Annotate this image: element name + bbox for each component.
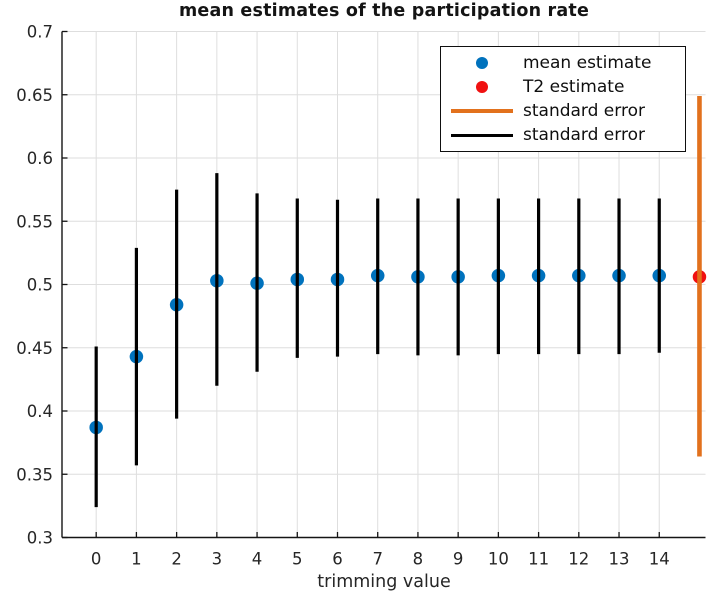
black-error-line-icon	[451, 133, 513, 137]
x-tick-label: 8	[413, 550, 424, 569]
y-tick-label: 0.3	[27, 529, 53, 548]
legend-item-mean-estimate: mean estimate	[441, 51, 685, 75]
x-tick-label: 10	[488, 550, 509, 569]
x-tick-label: 1	[131, 550, 142, 569]
legend-item-standard-error-orange: standard error	[441, 99, 685, 123]
legend-label: mean estimate	[523, 53, 652, 73]
y-tick-label: 0.4	[27, 402, 53, 421]
x-tick-label: 14	[649, 550, 670, 569]
y-tick-label: 0.6	[27, 149, 53, 168]
x-axis-label: trimming value	[317, 572, 451, 592]
y-tick-label: 0.5	[27, 276, 53, 295]
x-tick-label: 7	[372, 550, 383, 569]
legend-label: standard error	[523, 125, 645, 145]
legend-marker-cell	[441, 109, 523, 113]
y-tick-label: 0.45	[16, 339, 53, 358]
y-tick-label: 0.35	[16, 465, 53, 484]
x-tick-label: 11	[528, 550, 549, 569]
x-tick-label: 9	[453, 550, 464, 569]
y-tick-label: 0.65	[16, 86, 53, 105]
orange-error-line-icon	[451, 109, 513, 113]
mean-estimate-dot-icon	[476, 57, 488, 69]
x-tick-label: 2	[171, 550, 182, 569]
legend-marker-cell	[441, 133, 523, 137]
t2-estimate-dot-icon	[476, 81, 488, 93]
x-tick-label: 5	[292, 550, 303, 569]
x-tick-label: 4	[252, 550, 263, 569]
legend-marker-cell	[441, 57, 523, 69]
legend-label: T2 estimate	[523, 77, 625, 97]
legend-item-standard-error-black: standard error	[441, 123, 685, 147]
x-tick-label: 6	[332, 550, 343, 569]
legend-marker-cell	[441, 81, 523, 93]
legend: mean estimate T2 estimate standard error…	[440, 46, 686, 152]
chart-title: mean estimates of the participation rate	[178, 1, 590, 21]
x-tick-label: 12	[568, 550, 589, 569]
x-tick-label: 0	[91, 550, 102, 569]
y-tick-label: 0.7	[27, 23, 53, 42]
legend-item-t2-estimate: T2 estimate	[441, 75, 685, 99]
x-tick-label: 13	[609, 550, 630, 569]
legend-label: standard error	[523, 101, 645, 121]
y-tick-label: 0.55	[16, 212, 53, 231]
x-tick-label: 3	[212, 550, 223, 569]
